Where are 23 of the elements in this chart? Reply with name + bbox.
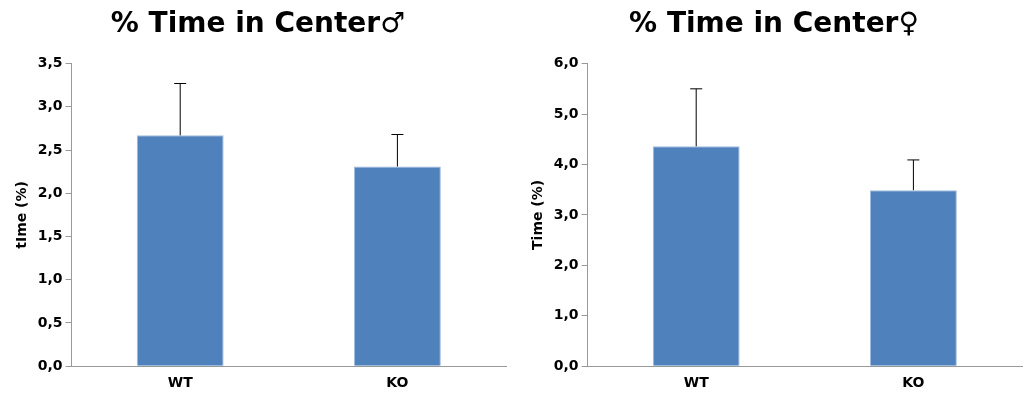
y-tick-label: 2,5 [37,140,63,157]
y-tick-label: 3,5 [37,54,63,71]
chart-title: % Time in Center♂ [110,6,406,40]
y-axis-title: Time (%) [529,179,546,250]
y-tick-label: 2,0 [553,255,579,272]
y-tick-label: 0,5 [37,313,63,330]
y-tick-label: 4,0 [553,155,579,172]
y-tick-label: 1,0 [553,306,579,323]
y-tick-label: 1,5 [37,227,63,244]
x-tick-label: WT [167,374,194,391]
y-tick-label: 1,0 [37,270,63,287]
y-tick-label: 6,0 [553,54,579,71]
x-tick-label: WT [683,374,710,391]
x-tick-label: KO [386,374,409,391]
y-tick-label: 3,0 [37,97,63,114]
y-axis-title: tIme (%) [13,181,30,249]
y-tick-label: 2,0 [37,183,63,200]
x-tick-label: KO [902,374,925,391]
chart-title: % Time in Center♀ [629,6,919,40]
y-tick-label: 0,0 [37,356,63,373]
y-tick-label: 3,0 [553,205,579,222]
y-tick-label: 0,0 [553,356,579,373]
y-tick-label: 5,0 [553,104,579,121]
